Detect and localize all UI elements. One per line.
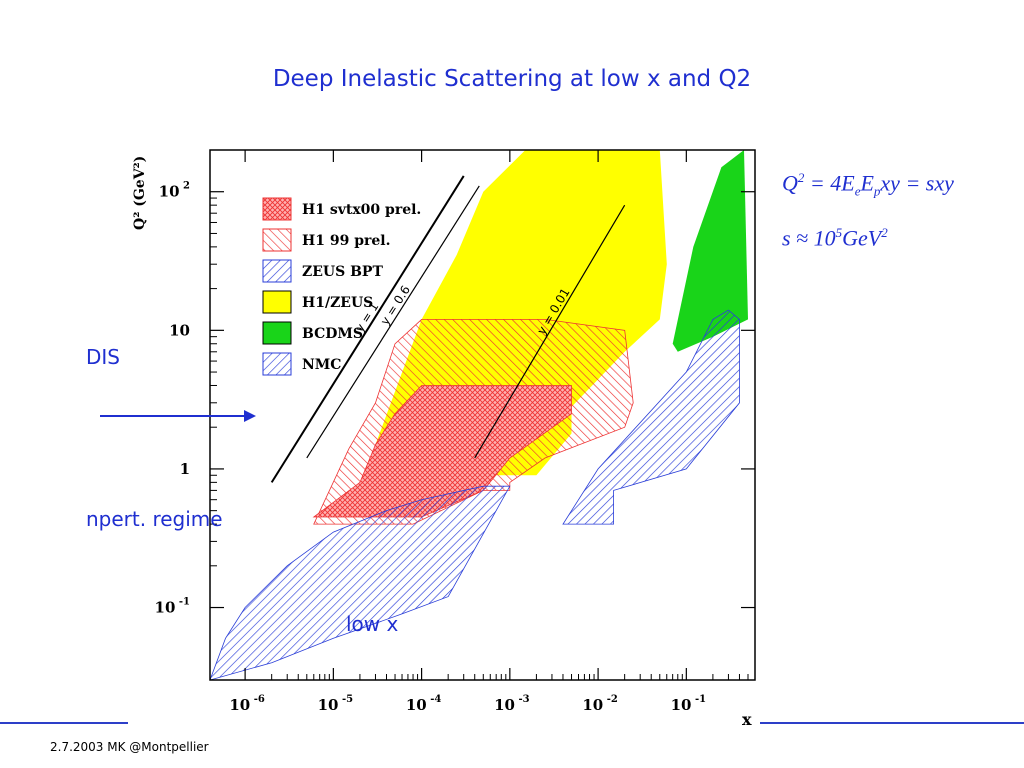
formula-q2-lhs: Q — [782, 170, 798, 196]
x-tick-label: 10 -3 — [494, 694, 530, 714]
dis-arrow-icon — [100, 410, 256, 422]
legend-label-h1-99-prel: H1 99 prel. — [302, 233, 390, 249]
footer-rule-right — [760, 722, 1024, 724]
footer-text: 2.7.2003 MK @Montpellier — [50, 740, 209, 754]
kinematic-line-y-0-6 — [306, 185, 480, 459]
formula-s-rhs-exp: 2 — [881, 225, 888, 240]
x-tick-label: 10 -5 — [318, 694, 354, 714]
legend-swatch-h1-zeus — [262, 290, 292, 314]
x-tick-label: 10 -2 — [582, 694, 618, 714]
x-tick-label: 10 -6 — [229, 694, 265, 714]
kinematic-line-y-1 — [270, 175, 465, 483]
axis-ticks: 10 -6 10 -5 10 -4 10 -3 10 -2 10 -1 10 -1 1 10 10… — [155, 150, 755, 714]
formula-s: s ≈ 105GeV2 — [782, 225, 888, 251]
legend-label-bcdms: BCDMS — [302, 326, 363, 342]
footer-rule-left — [0, 722, 128, 724]
dis-label: DIS — [86, 345, 120, 369]
x-axis-label: x — [742, 710, 752, 729]
formula-q2: Q2 = 4EeEpxy = sxy — [782, 170, 954, 200]
legend-swatch-bcdms — [262, 321, 292, 345]
legend: H1 svtx00 prel. H1 99 prel. ZEUS BPT H1/ZEU… — [262, 197, 421, 376]
legend-label-nmc: NMC — [302, 357, 341, 373]
region-zeus-bpt — [210, 485, 511, 680]
y-tick-label: 10 — [169, 321, 190, 339]
y-tick-label: 10 -1 — [155, 597, 190, 617]
low-x-label: low x — [346, 612, 399, 636]
formula-q2-sub-e: e — [854, 183, 861, 199]
kinematic-plane-chart: y = 1y = 0.6 y = 0.01 10 -6 10 -5 10 -4 10 -… — [132, 149, 756, 729]
legend-swatch-nmc — [262, 352, 292, 376]
region-nmc — [562, 309, 740, 525]
y-tick-label: 10 2 — [159, 181, 190, 201]
formula-q2-mid: = 4E — [804, 170, 855, 196]
formula-q2-sub-p: p — [873, 183, 881, 199]
formula-s-exp: 5 — [835, 225, 843, 240]
formula-q2-exp: 2 — [797, 170, 805, 185]
region-bcdms — [672, 150, 748, 352]
legend-swatch-h1-99-prel — [262, 228, 292, 252]
npert-regime-label: npert. regime — [86, 507, 223, 531]
kinematic-line-y-0-01 — [474, 204, 626, 459]
y-axis-label: Q² (GeV²) — [132, 156, 148, 230]
slide-title: Deep Inelastic Scattering at low x and Q… — [272, 66, 752, 92]
series-layer — [210, 150, 748, 680]
legend-label-h1-svtx00-prel: H1 svtx00 prel. — [302, 202, 421, 218]
formula-q2-rhs: xy = sxy — [880, 170, 954, 196]
legend-label-zeus-bpt: ZEUS BPT — [302, 264, 383, 280]
legend-swatch-h1-svtx00-prel — [262, 197, 292, 221]
formula-s-lhs: s ≈ 10 — [782, 225, 836, 251]
formula-q2-mid2: E — [860, 170, 874, 196]
x-tick-label: 10 -4 — [406, 694, 442, 714]
y-tick-label: 1 — [180, 460, 190, 478]
legend-swatch-zeus-bpt — [262, 259, 292, 283]
legend-label-h1-zeus: H1/ZEUS — [302, 295, 373, 311]
formula-s-rhs: GeV — [842, 225, 882, 251]
x-tick-label: 10 -1 — [671, 694, 706, 714]
